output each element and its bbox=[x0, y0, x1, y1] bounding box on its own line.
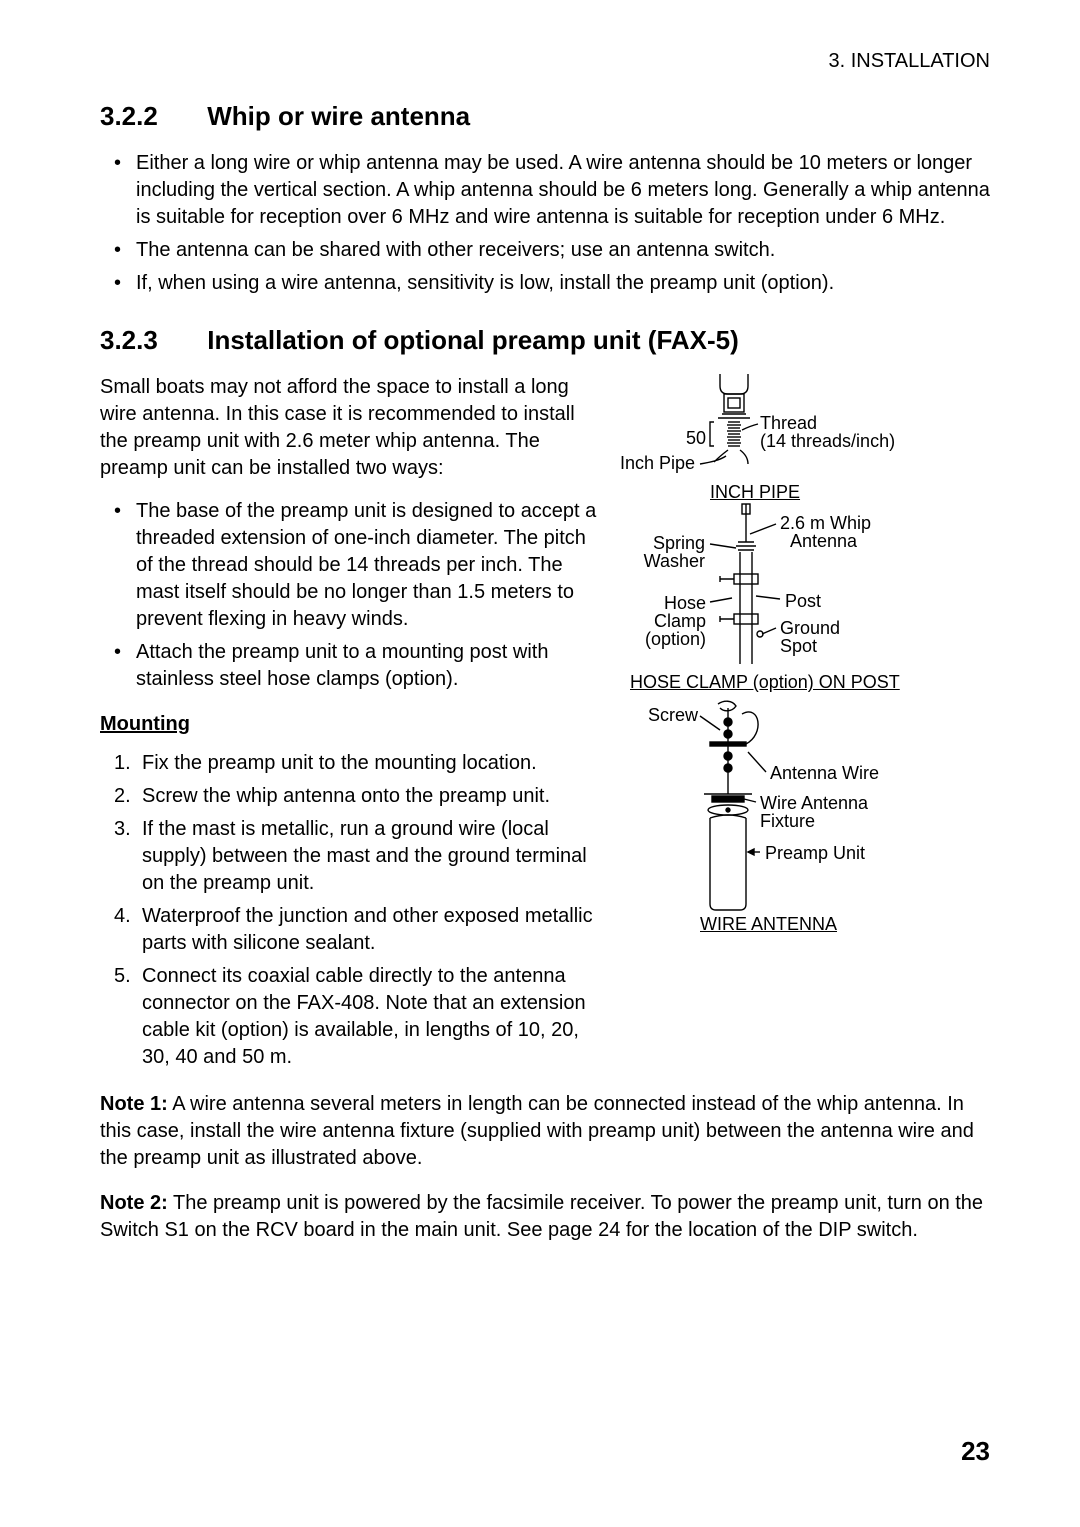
section-323-num: 3.2.3 bbox=[100, 325, 200, 356]
note-2-label: Note 2: bbox=[100, 1192, 168, 1214]
list-item: The antenna can be shared with other rec… bbox=[114, 237, 990, 264]
list-item: Attach the preamp unit to a mounting pos… bbox=[114, 639, 604, 693]
step-text: Fix the preamp unit to the mounting loca… bbox=[142, 752, 537, 774]
note-2-text: The preamp unit is powered by the facsim… bbox=[100, 1192, 983, 1241]
list-item: 1.Fix the preamp unit to the mounting lo… bbox=[114, 750, 604, 777]
list-item: 4.Waterproof the junction and other expo… bbox=[114, 903, 604, 957]
note-2: Note 2: The preamp unit is powered by th… bbox=[100, 1190, 990, 1244]
mounting-steps: 1.Fix the preamp unit to the mounting lo… bbox=[114, 750, 604, 1071]
note-1: Note 1: A wire antenna several meters in… bbox=[100, 1091, 990, 1172]
step-text: If the mast is metallic, run a ground wi… bbox=[142, 818, 587, 894]
figure-svg bbox=[620, 374, 990, 944]
note-1-text: A wire antenna several meters in length … bbox=[100, 1093, 974, 1169]
section-322-heading: 3.2.2 Whip or wire antenna bbox=[100, 101, 990, 132]
section-322-title: Whip or wire antenna bbox=[207, 101, 470, 131]
installation-figure: 50 Inch Pipe Thread (14 threads/inch) IN… bbox=[620, 374, 990, 944]
note-1-label: Note 1: bbox=[100, 1093, 168, 1115]
step-text: Screw the whip antenna onto the preamp u… bbox=[142, 785, 550, 807]
step-text: Connect its coaxial cable directly to th… bbox=[142, 965, 586, 1068]
section-323-heading: 3.2.3 Installation of optional preamp un… bbox=[100, 325, 990, 356]
list-item: 2.Screw the whip antenna onto the preamp… bbox=[114, 783, 604, 810]
mounting-heading: Mounting bbox=[100, 713, 190, 736]
step-text: Waterproof the junction and other expose… bbox=[142, 905, 593, 954]
list-item: 5.Connect its coaxial cable directly to … bbox=[114, 963, 604, 1071]
list-item: The base of the preamp unit is designed … bbox=[114, 498, 604, 633]
section-323-intro: Small boats may not afford the space to … bbox=[100, 374, 604, 482]
list-item: Either a long wire or whip antenna may b… bbox=[114, 150, 990, 231]
list-item: If, when using a wire antenna, sensitivi… bbox=[114, 270, 990, 297]
section-323-bullets: The base of the preamp unit is designed … bbox=[114, 498, 604, 693]
list-item: 3.If the mast is metallic, run a ground … bbox=[114, 816, 604, 897]
section-322-bullets: Either a long wire or whip antenna may b… bbox=[114, 150, 990, 297]
section-322-num: 3.2.2 bbox=[100, 101, 200, 132]
page-number: 23 bbox=[961, 1436, 990, 1467]
section-323-title: Installation of optional preamp unit (FA… bbox=[207, 325, 739, 355]
chapter-header: 3. INSTALLATION bbox=[100, 50, 990, 73]
